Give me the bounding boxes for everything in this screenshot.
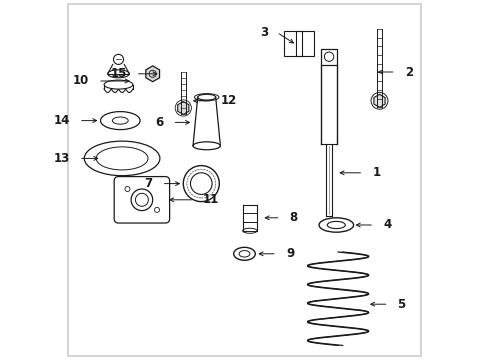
Text: 12: 12 — [221, 94, 237, 107]
Text: 14: 14 — [53, 114, 70, 127]
Text: 15: 15 — [110, 67, 126, 80]
Text: 10: 10 — [73, 75, 89, 87]
Text: 11: 11 — [203, 193, 219, 206]
Polygon shape — [177, 102, 188, 114]
Polygon shape — [145, 66, 159, 82]
Text: 8: 8 — [289, 211, 297, 224]
Text: 4: 4 — [382, 219, 390, 231]
Bar — [320, 49, 337, 65]
Text: 3: 3 — [259, 26, 267, 39]
Text: 13: 13 — [54, 152, 70, 165]
Text: 7: 7 — [144, 177, 152, 190]
Polygon shape — [373, 94, 385, 107]
Text: 9: 9 — [285, 247, 294, 260]
Text: 1: 1 — [371, 166, 380, 179]
Text: 2: 2 — [404, 66, 412, 78]
Text: 5: 5 — [397, 298, 405, 311]
Text: 6: 6 — [155, 116, 163, 129]
